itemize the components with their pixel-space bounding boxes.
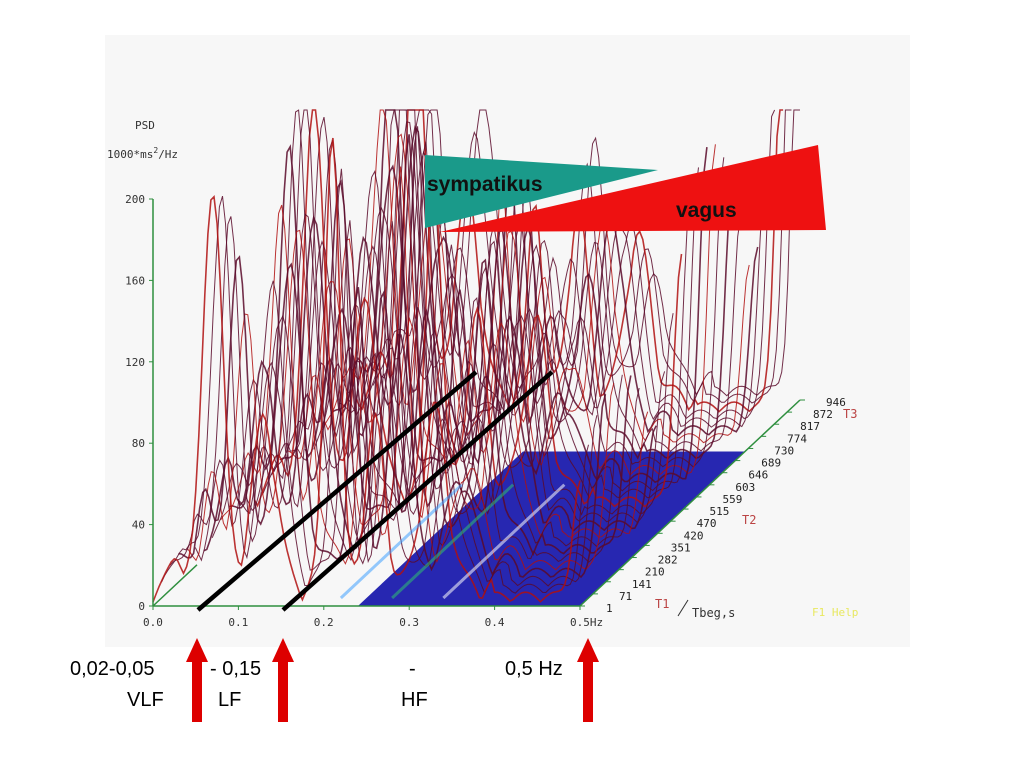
depth-tick-label: 141 [632,578,652,591]
depth-tick-label: 1 [606,602,613,615]
y-tick-label: 0 [138,600,145,613]
y-tick-label: 40 [132,519,145,532]
y-tick-label: 120 [125,356,145,369]
y-tick-label: 200 [125,193,145,206]
surface-color-streak [391,483,515,600]
surface-row-line [313,150,742,452]
surface-row-line [321,109,750,444]
x-tick-label: 0.5Hz [570,616,603,629]
surface-color-streak [339,483,463,600]
surface-row-line [330,109,759,437]
lf-range-label: - 0,15 [210,658,261,680]
depth-axis-origin-line [152,564,198,607]
sympatikus-triangle [425,155,658,228]
depth-tick-label: 872 [813,408,833,421]
depth-tick-label: 946 [826,396,846,409]
surface-color-streak [442,483,566,600]
x-tick-label: 0.1 [228,616,248,629]
depth-tick-label: 420 [684,529,704,542]
axes: 0.0 0.1 0.2 0.3 0.4 0.5Hz 0 40 80 120 160 200 1 71141… [125,193,857,629]
surface-row-line [186,229,615,571]
depth-marker-label: T3 [843,407,857,421]
vlf-name-label: VLF [127,689,164,711]
x-tick-label: 0.4 [485,616,505,629]
help-hint: F1 Help [812,606,858,619]
surface-row-line [229,134,657,532]
depth-tick-label: 559 [722,493,742,506]
depth-axis-label: Tbeg,s [692,606,735,620]
surface-row-line [178,255,607,579]
depth-marker-label: T2 [742,513,756,527]
depth-tick-label: 470 [697,517,717,530]
depth-tick-label: 646 [748,469,768,482]
surface-row-line [161,168,589,595]
depth-tick-label: 71 [619,590,632,603]
y-axis-unit: 1000*ms2/Hz [107,146,178,161]
surface-row-line [152,137,581,603]
depth-tick-label: 282 [658,554,678,567]
depth-tick-label: 774 [787,432,807,445]
surface-row-line [203,215,632,557]
hf-name-label: HF [401,689,428,711]
depth-tick-label: 515 [710,505,730,518]
lf-name-label: LF [218,689,241,711]
sympatikus-label: sympatikus [427,173,543,196]
band-arrows [186,638,599,722]
depth-tick-label: 603 [735,481,755,494]
x-tick-label: 0.0 [143,616,163,629]
hf-range-label: - [409,658,416,680]
surface-row-line [211,221,640,547]
depth-tick-label: 817 [800,420,820,433]
band-arrow-shaft [583,660,593,722]
surface-base-plane [357,451,745,606]
y-tick-label: 80 [132,437,145,450]
band-arrow-head [186,638,208,662]
depth-tick-label: 730 [774,444,794,457]
band-arrow-head [577,638,599,662]
depth-tick-label: 689 [761,457,781,470]
x-tick-label: 0.3 [399,616,419,629]
surface-row-line [347,109,776,420]
depth-tick-label: 210 [645,566,665,579]
vagus-label: vagus [676,199,737,222]
upper-limit-label: 0,5 Hz [505,658,563,680]
depth-tick-label: 351 [671,541,691,554]
band-arrow-head [272,638,294,662]
vlf-range-label: 0,02-0,05 [70,658,155,680]
y-tick-label: 160 [125,274,145,287]
depth-axis-line [579,399,801,607]
y-axis-label: PSD [135,119,155,132]
depth-axis-arrow [677,599,689,617]
surface-row-line [339,109,767,428]
surface-row-line [279,147,708,484]
depth-marker-label: T1 [655,597,669,611]
hf-band-boundary-line [281,370,554,612]
lf-band-boundary-line [196,370,478,612]
x-tick-label: 0.2 [314,616,334,629]
surface-row-line [271,140,699,492]
band-arrow-shaft [278,660,288,722]
surface-row-line [169,216,598,587]
band-arrow-shaft [192,660,202,722]
vagus-triangle [440,145,826,232]
